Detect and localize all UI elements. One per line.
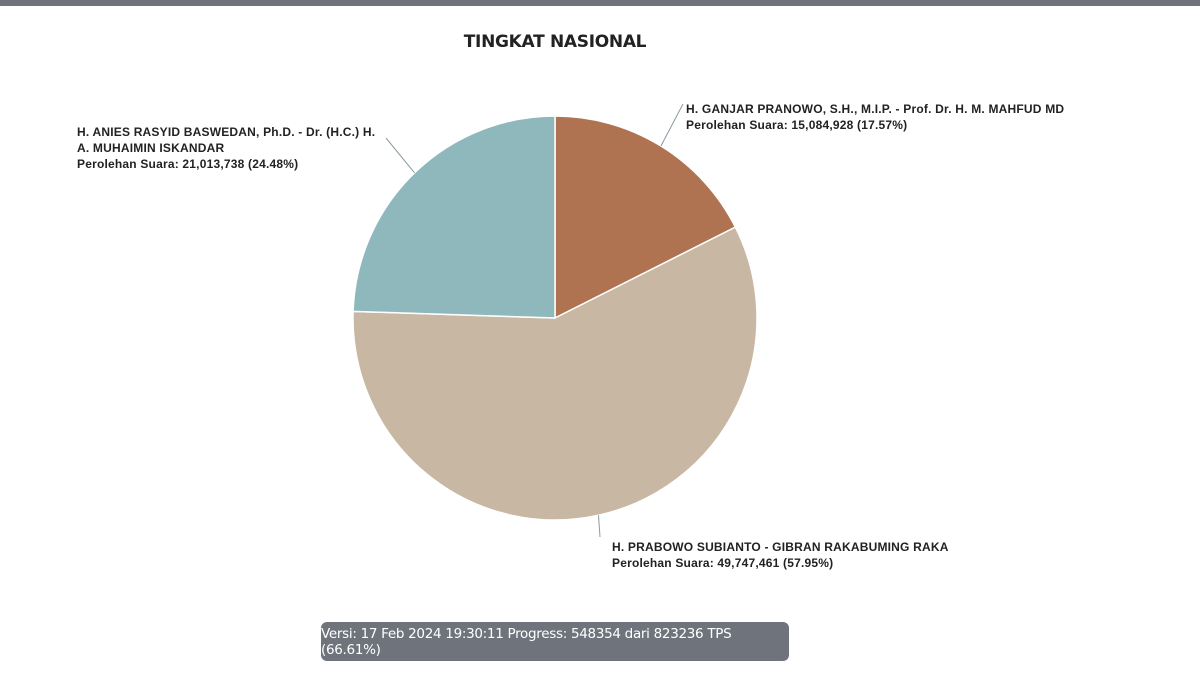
leader-line <box>660 103 684 147</box>
leader-line <box>597 515 601 538</box>
vote-count: Perolehan Suara: 49,747,461 (57.95%) <box>612 556 834 570</box>
slice-label-prabowo: H. PRABOWO SUBIANTO - GIBRAN RAKABUMING … <box>612 539 949 571</box>
candidate-name-line2: A. MUHAIMIN ISKANDAR <box>77 141 225 155</box>
pie-slice-anies[interactable] <box>352 115 556 319</box>
top-bar <box>0 0 1200 6</box>
candidate-name: H. PRABOWO SUBIANTO - GIBRAN RAKABUMING … <box>612 540 949 554</box>
slice-label-anies: H. ANIES RASYID BASWEDAN, Ph.D. - Dr. (H… <box>77 124 375 172</box>
vote-count: Perolehan Suara: 15,084,928 (17.57%) <box>686 118 908 132</box>
pie-slice-ganjar[interactable] <box>554 115 737 320</box>
leader-lines <box>385 103 684 538</box>
progress-text: Versi: 17 Feb 2024 19:30:11 Progress: 54… <box>321 625 732 658</box>
candidate-name: H. GANJAR PRANOWO, S.H., M.I.P. - Prof. … <box>686 102 1065 116</box>
progress-footer: Versi: 17 Feb 2024 19:30:11 Progress: 54… <box>321 622 789 661</box>
vote-count: Perolehan Suara: 21,013,738 (24.48%) <box>77 157 299 171</box>
leader-line <box>385 137 415 174</box>
slice-label-ganjar: H. GANJAR PRANOWO, S.H., M.I.P. - Prof. … <box>686 101 1064 133</box>
candidate-name: H. ANIES RASYID BASWEDAN, Ph.D. - Dr. (H… <box>77 125 376 139</box>
pie-slices <box>352 115 758 521</box>
pie-slice-prabowo[interactable] <box>352 226 758 521</box>
chart-title: TINGKAT NASIONAL <box>463 32 647 52</box>
